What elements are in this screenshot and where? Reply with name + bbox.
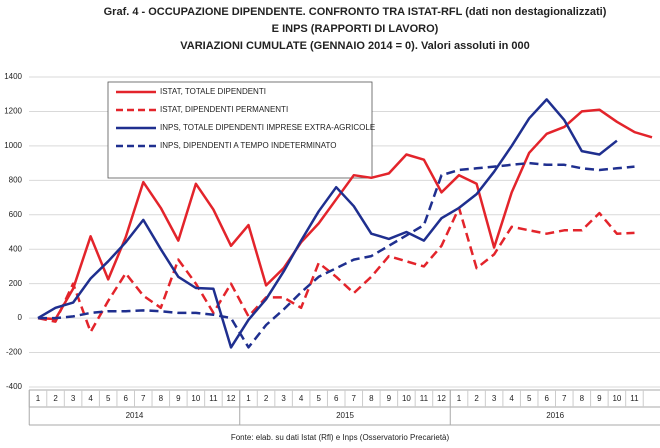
x-tick-label: 2 <box>474 394 479 403</box>
x-group-label: 2016 <box>546 411 564 420</box>
series-line <box>38 161 635 349</box>
x-tick-label: 3 <box>281 394 286 403</box>
source-note: Fonte: elab. su dati Istat (Rfl) e Inps … <box>231 433 450 442</box>
x-tick-label: 3 <box>71 394 76 403</box>
x-tick-label: 1 <box>246 394 251 403</box>
x-tick-label: 5 <box>527 394 532 403</box>
x-tick-label: 9 <box>176 394 181 403</box>
x-tick-label: 11 <box>209 394 218 403</box>
y-tick-label: 1200 <box>4 107 22 116</box>
x-tick-label: 6 <box>545 394 550 403</box>
chart-title: E INPS (RAPPORTI DI LAVORO) <box>272 23 439 35</box>
x-tick-label: 1 <box>36 394 41 403</box>
x-tick-label: 4 <box>509 394 514 403</box>
x-tick-label: 8 <box>369 394 374 403</box>
y-tick-label: 1000 <box>4 141 22 150</box>
y-tick-label: 0 <box>18 313 23 322</box>
x-tick-label: 1 <box>457 394 462 403</box>
x-tick-label: 2 <box>53 394 58 403</box>
chart-title: Graf. 4 - OCCUPAZIONE DIPENDENTE. CONFRO… <box>104 6 607 18</box>
x-tick-label: 11 <box>630 394 639 403</box>
x-tick-label: 4 <box>299 394 304 403</box>
x-tick-label: 6 <box>334 394 339 403</box>
x-tick-label: 6 <box>123 394 128 403</box>
x-tick-label: 8 <box>580 394 585 403</box>
x-tick-label: 12 <box>227 394 236 403</box>
series-line <box>37 98 618 349</box>
y-tick-label: 400 <box>9 244 23 253</box>
x-tick-label: 2 <box>264 394 269 403</box>
series-line <box>37 108 653 321</box>
x-tick-label: 11 <box>420 394 429 403</box>
y-tick-label: 200 <box>9 279 23 288</box>
x-tick-label: 7 <box>352 394 357 403</box>
legend-label: INPS, TOTALE DIPENDENTI IMPRESE EXTRA-AG… <box>160 123 375 132</box>
x-tick-label: 10 <box>612 394 621 403</box>
x-tick-label: 9 <box>597 394 602 403</box>
legend-label: ISTAT, DIPENDENTI PERMANENTI <box>160 105 288 114</box>
x-tick-label: 9 <box>387 394 392 403</box>
x-tick-label: 10 <box>402 394 411 403</box>
x-group-label: 2014 <box>126 411 144 420</box>
y-tick-label: 800 <box>9 175 23 184</box>
x-group-label: 2015 <box>336 411 354 420</box>
x-tick-label: 4 <box>88 394 93 403</box>
x-tick-label: 7 <box>141 394 146 403</box>
y-tick-label: 600 <box>9 210 23 219</box>
chart-title: VARIAZIONI CUMULATE (GENNAIO 2014 = 0). … <box>180 40 530 52</box>
legend-label: ISTAT, TOTALE DIPENDENTI <box>160 87 266 96</box>
x-tick-label: 10 <box>191 394 200 403</box>
y-tick-label: -200 <box>6 348 23 357</box>
series-line <box>37 206 635 334</box>
x-tick-label: 3 <box>492 394 497 403</box>
x-tick-label: 8 <box>159 394 164 403</box>
x-tick-label: 7 <box>562 394 567 403</box>
y-tick-label: 1400 <box>4 72 22 81</box>
x-tick-label: 12 <box>437 394 446 403</box>
x-tick-label: 5 <box>106 394 111 403</box>
x-tick-label: 5 <box>316 394 321 403</box>
legend-box <box>107 81 373 179</box>
y-tick-label: -400 <box>6 382 23 391</box>
legend-label: INPS, DIPENDENTI A TEMPO INDETERMINATO <box>160 141 336 150</box>
